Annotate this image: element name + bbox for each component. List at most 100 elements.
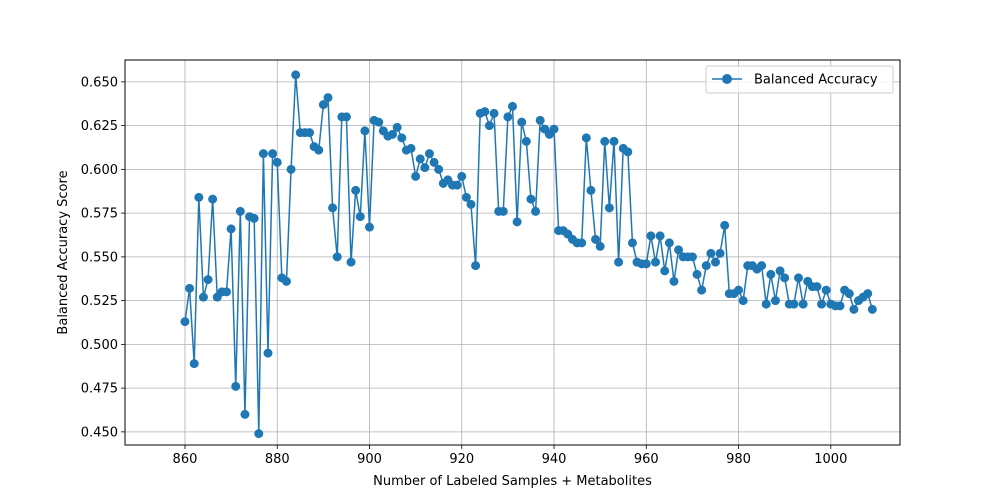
data-point — [231, 381, 241, 391]
data-point — [549, 124, 559, 134]
data-point — [577, 238, 587, 248]
data-point — [715, 248, 725, 258]
data-point — [794, 273, 804, 283]
data-point — [226, 224, 236, 234]
data-point — [397, 133, 407, 143]
data-point — [323, 93, 333, 103]
data-point — [586, 185, 596, 195]
data-point — [411, 171, 421, 181]
data-point — [641, 259, 651, 269]
data-point — [424, 149, 434, 159]
data-point — [844, 289, 854, 299]
data-point — [720, 220, 730, 230]
y-axis-ticks: 0.450 0.475 0.500 0.525 0.550 0.575 0.600 0.625… — [81, 75, 125, 440]
data-point — [609, 136, 619, 146]
data-point — [863, 289, 873, 299]
data-point — [757, 261, 767, 271]
data-point — [328, 203, 338, 213]
data-point — [591, 234, 601, 244]
data-point — [503, 112, 513, 122]
data-point — [305, 128, 315, 138]
data-point — [466, 199, 476, 209]
x-tick-label: 900 — [357, 452, 382, 467]
legend-label: Balanced Accuracy — [754, 73, 878, 88]
data-point — [812, 282, 822, 292]
data-point — [789, 299, 799, 309]
data-point — [221, 287, 231, 297]
data-point — [434, 164, 444, 174]
data-point — [388, 129, 398, 139]
data-point — [595, 241, 605, 251]
data-point — [521, 136, 531, 146]
legend-marker-swatch — [722, 74, 732, 84]
data-point — [664, 238, 674, 248]
data-point — [415, 154, 425, 164]
data-point — [203, 275, 213, 285]
data-point — [867, 304, 877, 314]
data-point — [738, 296, 748, 306]
x-tick-label: 860 — [173, 452, 198, 467]
data-point — [346, 257, 356, 267]
data-point — [208, 194, 218, 204]
data-point — [775, 266, 785, 276]
data-point — [484, 121, 494, 131]
data-point — [849, 304, 859, 314]
data-point — [835, 301, 845, 311]
data-point — [710, 257, 720, 267]
data-point — [512, 217, 522, 227]
data-point — [272, 157, 282, 167]
x-tick-label: 1000 — [814, 452, 847, 467]
data-point — [669, 276, 679, 286]
y-tick-label: 0.550 — [81, 250, 118, 265]
data-point — [341, 112, 351, 122]
data-point — [457, 171, 467, 181]
data-point — [770, 296, 780, 306]
data-point — [364, 222, 374, 232]
x-tick-label: 960 — [634, 452, 659, 467]
data-point — [780, 273, 790, 283]
data-point — [351, 185, 361, 195]
data-point — [687, 252, 697, 262]
x-tick-label: 980 — [726, 452, 751, 467]
data-point — [291, 70, 301, 80]
y-tick-label: 0.650 — [81, 75, 118, 90]
x-tick-label: 940 — [542, 452, 567, 467]
data-point — [281, 276, 291, 286]
plot-area-frame — [124, 59, 901, 446]
data-point — [406, 143, 416, 153]
y-tick-label: 0.525 — [81, 294, 118, 309]
data-point — [674, 245, 684, 255]
x-axis-label: Number of Labeled Samples + Metabolites — [373, 474, 652, 489]
y-tick-label: 0.475 — [81, 382, 118, 397]
y-axis-label: Balanced Accuracy Score — [56, 170, 71, 334]
x-tick-label: 880 — [265, 452, 290, 467]
x-tick-label: 920 — [449, 452, 474, 467]
data-point — [420, 163, 430, 173]
data-point — [655, 231, 665, 241]
data-point — [189, 359, 199, 369]
data-point — [508, 101, 517, 111]
data-point — [623, 147, 633, 157]
data-point — [646, 231, 656, 241]
data-point — [614, 257, 624, 267]
data-point — [286, 164, 296, 174]
data-point — [581, 133, 591, 143]
data-point — [392, 122, 402, 132]
data-point — [526, 194, 536, 204]
data-point — [360, 126, 370, 136]
x-axis-ticks: 860 880 900 920 940 960 980 1000 — [173, 445, 847, 467]
data-point — [268, 149, 278, 159]
data-point — [498, 206, 508, 216]
data-point — [692, 269, 702, 279]
data-point — [452, 180, 462, 190]
data-point — [185, 283, 195, 293]
y-tick-label: 0.575 — [81, 207, 118, 222]
y-tick-label: 0.625 — [81, 119, 118, 134]
data-point — [651, 257, 661, 267]
data-point — [627, 238, 637, 248]
data-point — [660, 266, 670, 276]
data-point — [766, 269, 776, 279]
data-point — [600, 136, 610, 146]
data-point — [355, 212, 365, 222]
